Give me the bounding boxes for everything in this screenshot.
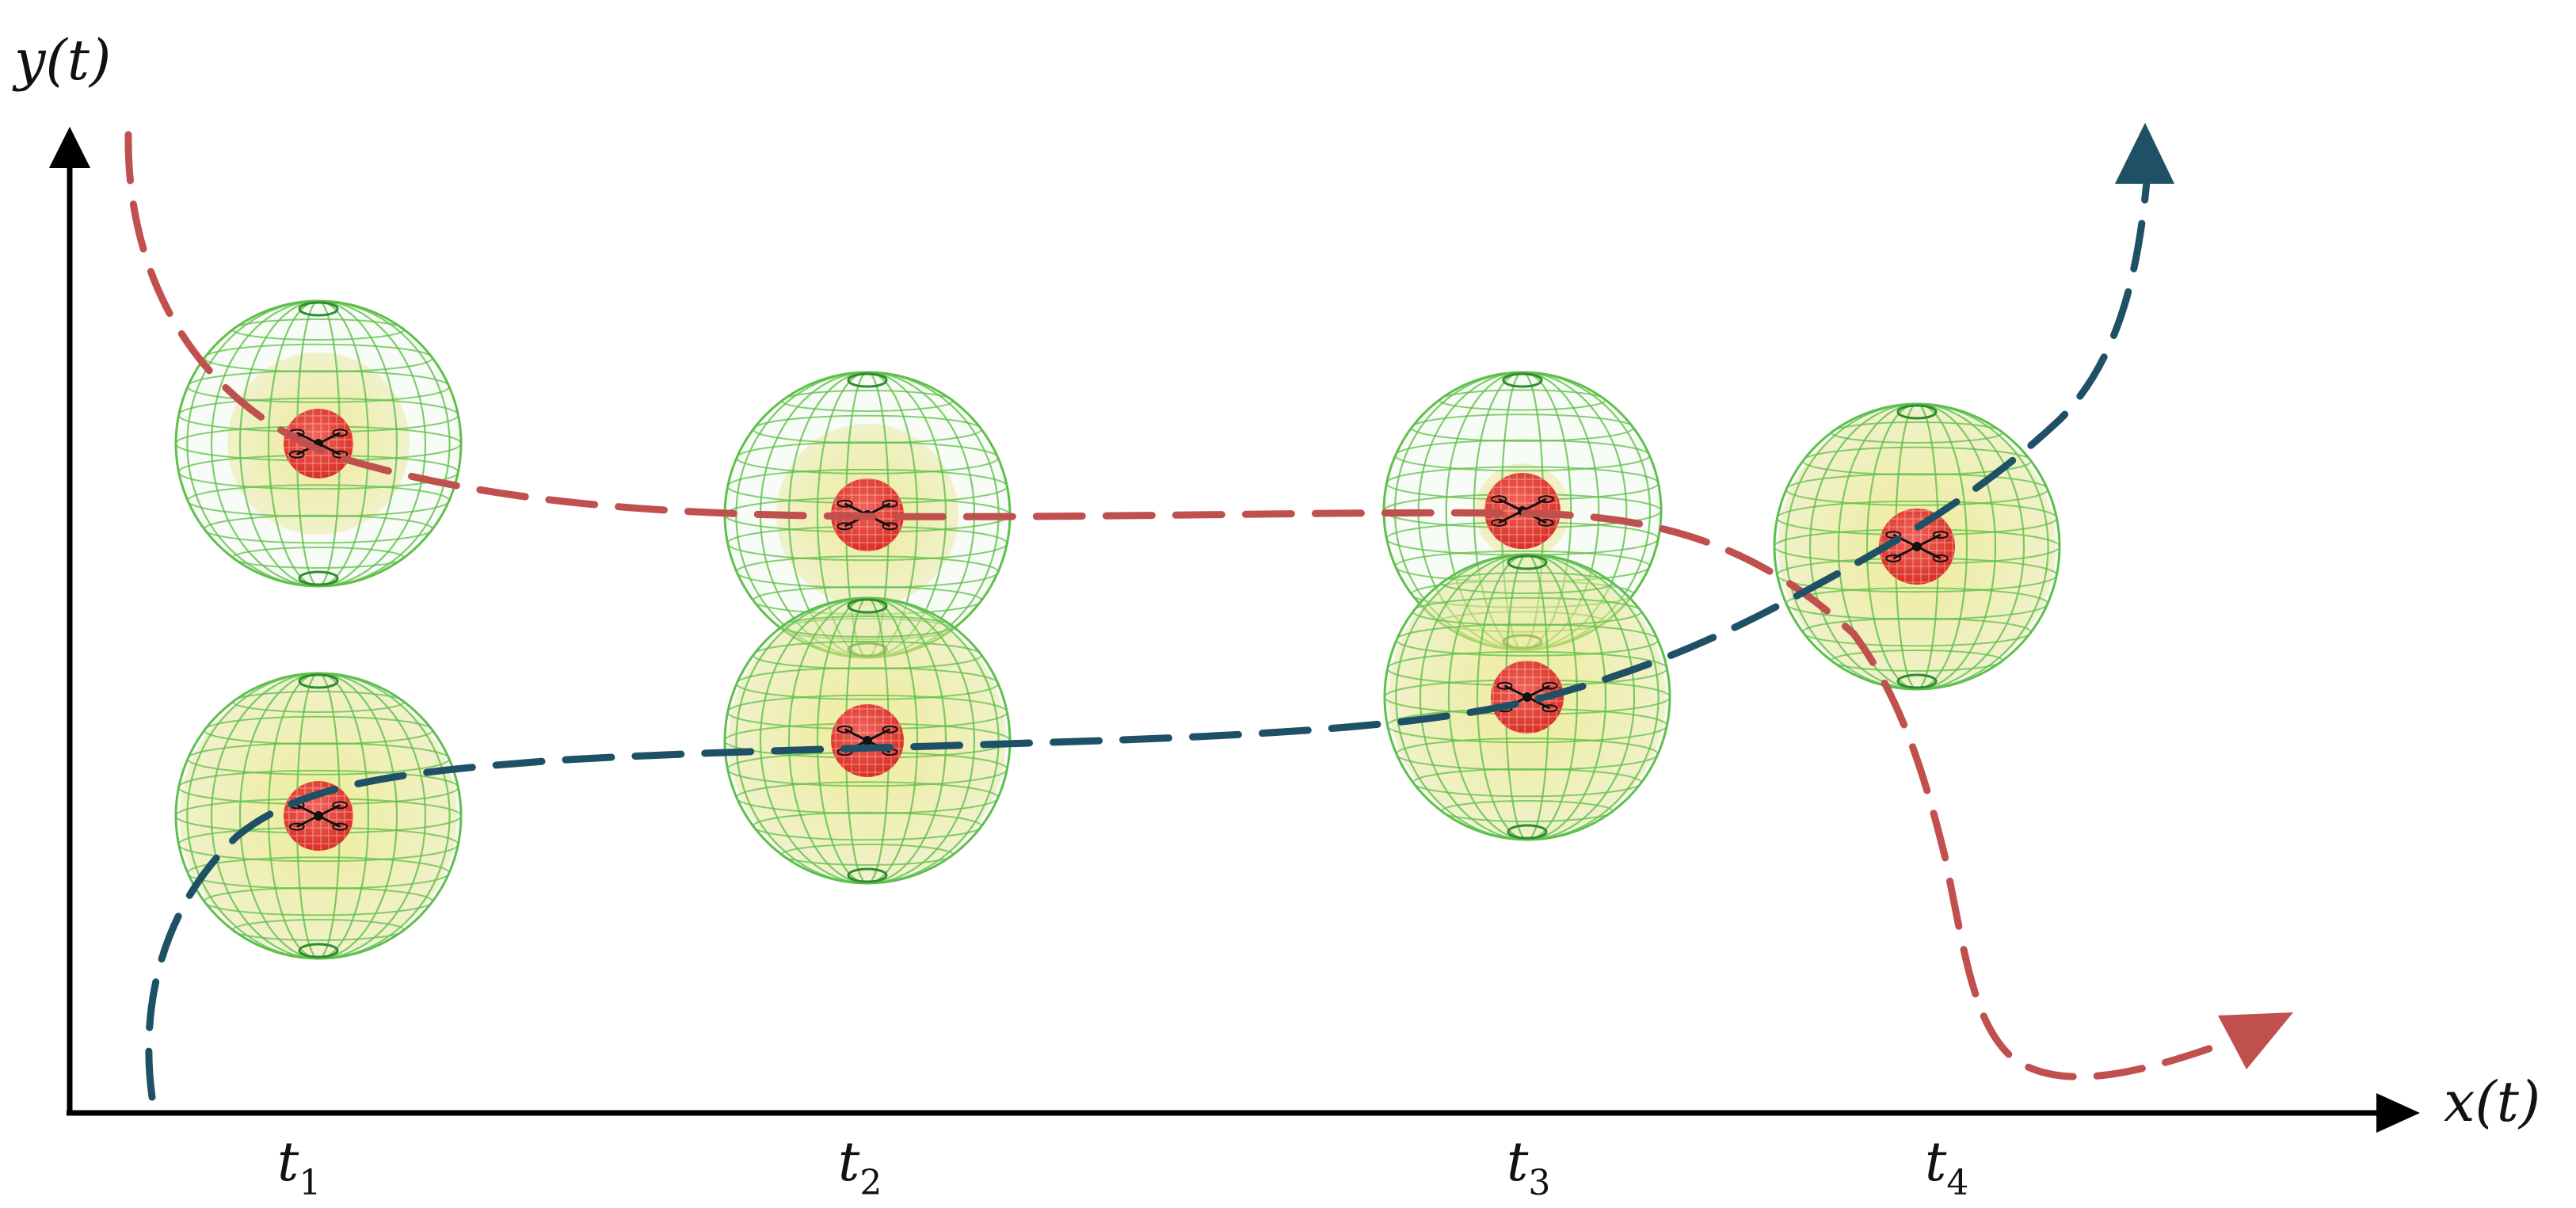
axes: y(t) x(t) [12,28,2540,1134]
teal-trajectory-arrow-head-icon [2115,123,2174,184]
outer-sphere-rim [1383,553,1671,841]
sphere-pole [1507,554,1548,570]
safety-sphere-icon [174,299,463,588]
safety-sphere-icon [174,672,463,960]
sphere-pole [1896,673,1938,689]
red-trajectory-arrow-head-icon [2218,1012,2293,1069]
red-trajectory [124,131,2222,1080]
tick-label-t1: t1 [277,1131,321,1203]
sphere-pole [298,943,339,958]
tick-label-t3: t3 [1507,1131,1550,1203]
sphere-pole [1507,824,1548,840]
trajectories [124,123,2293,1101]
sphere-pole [298,673,339,689]
outer-sphere-rim [174,672,463,960]
time-ticks: t1 t2 t3 t4 [277,1131,1968,1203]
safety-spheres [174,299,2061,960]
sphere-pole [847,598,888,614]
x-axis-label: x(t) [2444,1069,2540,1134]
safety-sphere-icon [1383,553,1671,841]
outer-sphere-rim [174,299,463,588]
y-axis-label: y(t) [12,28,111,93]
uav-icon [288,801,349,831]
tick-label-t4: t4 [1925,1131,1968,1203]
uav-icon [1496,681,1558,713]
sphere-pole [298,301,339,317]
sphere-pole [1502,372,1543,388]
x-axis-arrow-head-icon [2376,1093,2420,1133]
outer-sphere-rim [1773,402,2061,691]
sphere-pole [1896,404,1938,420]
tick-label-t2: t2 [838,1131,882,1203]
y-axis-arrow-head-icon [49,127,90,168]
uav-icon [288,429,349,459]
sphere-pole [847,372,888,388]
sphere-pole [847,867,888,883]
sphere-pole [298,570,339,586]
safety-sphere-icon [1773,402,2061,691]
teal-trajectory [145,178,2151,1101]
safety-sphere-icon [723,596,1012,885]
